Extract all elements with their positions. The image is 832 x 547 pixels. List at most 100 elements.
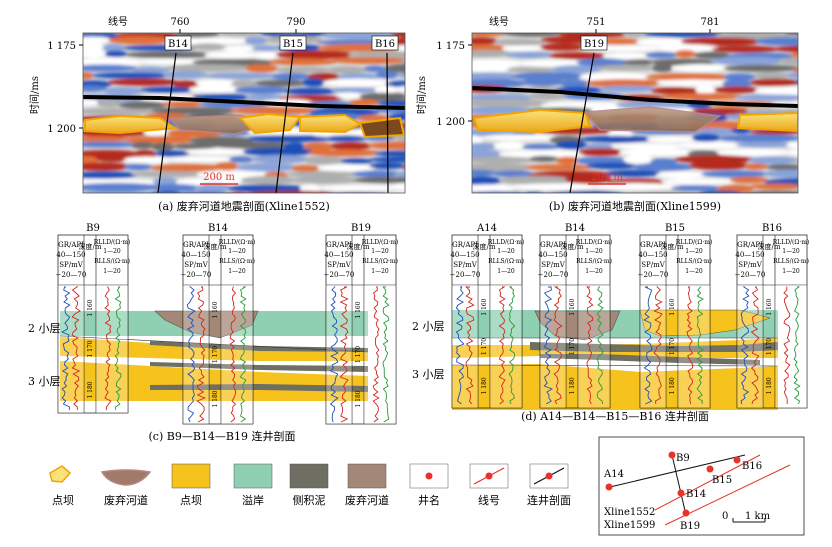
seismic-reflector — [688, 161, 750, 170]
layer-2-label-d: 2 小层 — [412, 320, 445, 333]
seismic-reflector — [580, 135, 655, 143]
seismic-reflector — [285, 87, 336, 95]
seismic-reflector — [786, 141, 798, 149]
log-header-text: 深度/m — [204, 242, 227, 251]
seismic-reflector — [806, 190, 832, 197]
seismic-reflector — [303, 142, 334, 151]
y-axis-label-b: 时间/ms — [415, 76, 428, 114]
seismic-reflector — [492, 170, 534, 178]
seismic-reflector — [83, 191, 153, 193]
log-header-text: SP/mV — [327, 261, 352, 269]
log-header-text: GR/API — [183, 241, 209, 249]
log-curve — [686, 286, 694, 405]
seismic-reflector — [747, 156, 798, 165]
seismic-reflector — [96, 155, 128, 162]
seismic-reflector — [234, 86, 291, 94]
depth-tick: 1 170 — [669, 338, 676, 355]
seismic-reflector — [590, 183, 681, 190]
log-curve — [455, 286, 465, 405]
seismic-reflector — [140, 86, 195, 93]
legend-item-well-name: 井名 — [409, 463, 449, 507]
seismic-reflector — [83, 72, 94, 80]
seismic-reflector — [83, 42, 106, 52]
lateral-mud-d1 — [530, 342, 778, 352]
map-label-b16: B16 — [742, 461, 762, 472]
log-header-text: 深度/m — [661, 242, 684, 251]
scale-text-a: 200 m — [203, 172, 235, 183]
map-label-xline1599: Xline1599 — [604, 520, 655, 531]
xline-751: 751 — [586, 17, 605, 28]
log-header-text: 40—150 — [450, 251, 479, 259]
caption-c: (c) B9—B14—B19 连井剖面 — [149, 429, 296, 443]
seismic-reflector — [190, 43, 227, 50]
seismic-reflector — [247, 135, 333, 143]
log-header-text: −20—70 — [735, 271, 766, 279]
log-header-text: SP/mV — [641, 261, 666, 269]
seismic-reflector — [274, 66, 334, 73]
seismic-reflector — [579, 72, 653, 81]
seismic-reflector — [130, 66, 170, 74]
well-label-b15-a: B15 — [283, 39, 303, 50]
seismic-reflector — [618, 148, 695, 157]
seismic-reflector — [163, 70, 208, 79]
log-curve — [239, 286, 247, 423]
seismic-reflector — [222, 45, 256, 52]
seismic-reflector — [665, 23, 697, 30]
seismic-reflector — [472, 72, 517, 81]
seismic-reflector — [123, 135, 197, 144]
caption-d: (d) A14—B14—B15—B16 连井剖面 — [521, 409, 709, 423]
legend-item-abandoned-channel-seismic: 废弃河道 — [100, 469, 152, 507]
seismic-reflector — [165, 156, 236, 163]
lateral-mud-c2 — [150, 362, 368, 372]
seismic-reflector — [743, 190, 798, 193]
log-header-text: −20—70 — [181, 271, 212, 279]
map-label-b15: B15 — [712, 475, 732, 486]
log-header-text: RLLS/(Ω·m) — [676, 258, 712, 265]
seismic-reflector — [801, 121, 826, 127]
log-header-text: B14 — [565, 223, 585, 234]
seismic-reflector — [671, 64, 730, 72]
log-header-text: −20—70 — [324, 271, 355, 279]
seismic-reflector — [124, 51, 214, 58]
map-scale-0: 0 — [722, 511, 728, 522]
seismic-reflector — [149, 163, 223, 172]
seismic-reflector — [650, 87, 701, 95]
xline-781: 781 — [700, 17, 719, 28]
log-curve — [553, 286, 563, 405]
seismic-reflector — [674, 49, 696, 58]
seismic-reflector — [242, 147, 316, 156]
seismic-reflector — [390, 33, 405, 38]
seismic-reflector — [472, 94, 536, 101]
seismic-reflector — [236, 163, 298, 172]
xline-marker-icon — [485, 472, 493, 480]
log-header-text: 1—20 — [228, 268, 246, 275]
seismic-reflector — [472, 163, 532, 172]
seismic-reflector — [83, 108, 160, 115]
log-header-text: SP/mV — [541, 261, 566, 269]
seismic-reflector — [150, 107, 240, 115]
section-marker-icon — [545, 472, 553, 480]
xline-label-b: 线号 — [489, 15, 509, 28]
seismic-reflector — [268, 58, 338, 66]
log-header-text: SP/mV — [738, 261, 763, 269]
log-header-text: RLLD/(Ω·m) — [219, 239, 256, 246]
seismic-reflector — [729, 176, 768, 184]
seismic-reflector — [83, 57, 145, 67]
well-column: B19 GR/API 40—150 SP/mV −20—70 深度/mRLLD/(Ω·m)… — [324, 223, 398, 425]
depth-tick: 1 180 — [766, 377, 773, 394]
seismic-reflector — [524, 191, 545, 193]
well-label-b14-a: B14 — [168, 39, 188, 50]
seismic-reflector — [522, 143, 560, 150]
depth-tick: 1 170 — [87, 340, 94, 357]
log-header-text: 40—150 — [181, 251, 210, 259]
seismic-reflector — [540, 101, 625, 110]
xline-760: 760 — [170, 17, 189, 28]
seismic-reflector — [248, 190, 335, 193]
seismic-reflector — [195, 79, 236, 87]
seismic-reflector — [402, 166, 405, 170]
seismic-reflector — [227, 184, 308, 193]
horizon-a — [83, 95, 405, 110]
seismic-reflector — [353, 176, 405, 184]
well-trace-b15-a — [275, 52, 294, 193]
seismic-reflector — [677, 142, 743, 150]
